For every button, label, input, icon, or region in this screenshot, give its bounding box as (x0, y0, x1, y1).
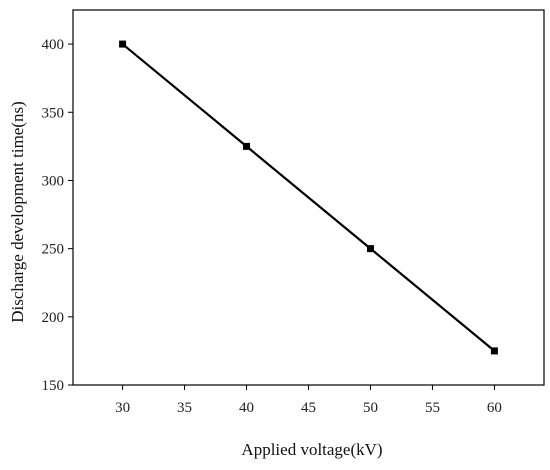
x-tick-label: 35 (177, 400, 192, 416)
x-axis-title: Applied voltage(kV) (241, 440, 382, 459)
data-point-marker (243, 142, 251, 150)
y-tick-label: 400 (42, 37, 65, 53)
data-point-marker (119, 40, 127, 48)
x-axis-ticks: 30 35 40 45 50 55 60 (115, 385, 502, 416)
series-line (121, 43, 496, 352)
y-axis-ticks: 150 200 250 300 350 400 (42, 37, 73, 394)
data-point-marker (366, 245, 374, 253)
x-tick-label: 50 (363, 400, 378, 416)
x-tick-label: 55 (425, 400, 440, 416)
x-tick-label: 60 (487, 400, 502, 416)
y-tick-label: 300 (42, 173, 65, 189)
y-tick-label: 350 (42, 105, 65, 121)
x-tick-label: 40 (239, 400, 254, 416)
x-tick-label: 30 (115, 400, 130, 416)
y-tick-label: 250 (42, 242, 65, 258)
y-tick-label: 200 (42, 310, 65, 326)
series-layer (119, 40, 498, 355)
y-tick-label: 150 (42, 378, 65, 394)
x-tick-label: 45 (301, 400, 316, 416)
y-axis-title: Discharge development time(ns) (8, 101, 27, 323)
data-point-marker (490, 347, 498, 355)
